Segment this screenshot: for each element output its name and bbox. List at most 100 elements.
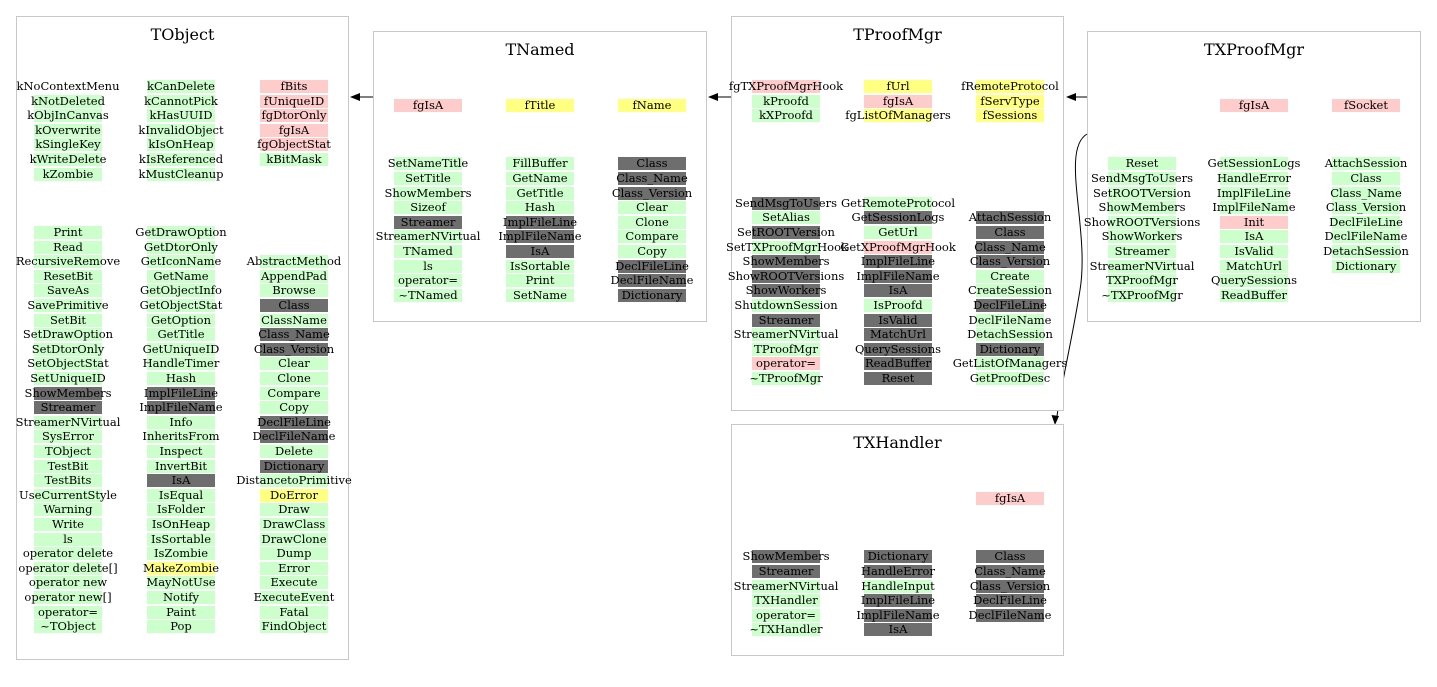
member-khasuuid: kHasUUID (149, 108, 213, 123)
member-highlight (147, 401, 215, 415)
member-maynotuse: MayNotUse (146, 575, 216, 590)
member-fgisa: fgIsA (278, 122, 310, 137)
member-handletimer: HandleTimer (142, 356, 220, 371)
member-highlight (147, 576, 215, 590)
member-handleerror: HandleError (1217, 171, 1291, 185)
member-highlight (864, 284, 932, 298)
member-highlight (147, 255, 215, 269)
member-isvalid: IsValid (1234, 244, 1274, 258)
member-highlight (34, 503, 102, 517)
member-highlight (147, 415, 215, 429)
member-highlight (1332, 186, 1400, 200)
member-highlight (147, 284, 215, 298)
member-implfileline: ImplFileLine (143, 385, 219, 400)
member-implfileline: ImplFileLine (1216, 185, 1292, 200)
member-highlight (34, 372, 102, 385)
member-highlight (147, 430, 215, 444)
member-highlight (752, 80, 820, 93)
member-dictionary: Dictionary (979, 341, 1041, 356)
member-dictionary: Dictionary (621, 287, 683, 302)
member-highlight (147, 561, 215, 575)
member-sendmsgtousers: SendMsgToUsers (735, 195, 837, 210)
member-handleinput: HandleInput (861, 578, 935, 593)
member-highlight (394, 259, 462, 273)
member-highlight (260, 342, 328, 356)
member-paint: Paint (166, 604, 196, 619)
member-highlight (260, 138, 328, 152)
member-highlight (147, 459, 215, 473)
member-declfileline: DeclFileLine (973, 298, 1047, 312)
member-highlight (618, 201, 686, 215)
member-highlight (1332, 157, 1400, 171)
member-dictionary: Dictionary (1335, 258, 1397, 273)
member-usecurrentstyle: UseCurrentStyle (19, 487, 117, 502)
member-hash: Hash (524, 200, 556, 215)
member-clear: Clear (278, 356, 310, 371)
member-implfilename: ImplFileName (856, 268, 940, 283)
member-highlight (752, 594, 820, 608)
member-highlight (34, 386, 102, 400)
member-kinvalidobject: kInvalidObject (138, 122, 224, 137)
member-implfilename: ImplFileName (1212, 200, 1296, 215)
member-highlight (147, 620, 215, 634)
member-highlight (864, 565, 932, 578)
member-highlight (864, 313, 932, 327)
member-streamernvirtual: StreamerNVirtual (733, 578, 839, 593)
member-highlight (618, 288, 686, 302)
member-dump: Dump (276, 546, 312, 561)
member-highlight (34, 445, 102, 458)
member-setrootversion: SetROOTVersion (737, 225, 835, 239)
member-fglistofmanagers: fgListOfManagers (845, 108, 951, 123)
member-gettitle: GetTitle (516, 185, 564, 200)
member-funiqueid: fUniqueID (263, 93, 325, 108)
member-highlight (618, 245, 686, 258)
member-highlight (34, 532, 102, 546)
member-showmembers: ShowMembers (1098, 200, 1186, 215)
member-highlight (34, 226, 102, 239)
member-highlight (506, 172, 574, 185)
member-highlight (260, 123, 328, 137)
member-settitle: SetTitle (405, 171, 451, 185)
member-fgisa: fgIsA (994, 491, 1026, 505)
member-matchurl: MatchUrl (870, 327, 926, 342)
member-highlight (864, 94, 932, 108)
member-implfileline: ImplFileLine (860, 593, 936, 608)
member-geturl: GetUrl (878, 225, 918, 239)
member-highlight (752, 328, 820, 342)
member-detachsession: DetachSession (1323, 244, 1409, 258)
member-fillbuffer: FillBuffer (512, 156, 568, 171)
member-declfileline: DeclFileLine (973, 593, 1047, 608)
member-knotdeleted: kNotDeleted (31, 93, 105, 108)
member-issortable: IsSortable (509, 258, 571, 273)
member-kproofd: kProofd (763, 93, 809, 108)
member-highlight (976, 313, 1044, 327)
member-highlight (752, 372, 820, 385)
member-getname: GetName (512, 171, 568, 185)
member-knocontextmenu: kNoContextMenu (16, 79, 120, 93)
member-highlight (147, 167, 215, 181)
member-highlight (260, 109, 328, 123)
member-highlight (260, 401, 328, 415)
member-highlight (1108, 245, 1176, 258)
member-highlight (34, 518, 102, 531)
member-highlight (147, 94, 215, 108)
member-class: Class (636, 156, 668, 171)
member-setobjectstat: SetObjectStat (27, 356, 109, 371)
member-koverwrite: kOverwrite (35, 122, 101, 137)
member-streamer: Streamer (758, 312, 814, 327)
member-highlight (1332, 245, 1400, 258)
member-readbuffer: ReadBuffer (1220, 287, 1287, 302)
member-highlight (34, 299, 102, 312)
member-fbits: fBits (280, 79, 308, 93)
member-highlight (394, 186, 462, 200)
member-highlight (1108, 172, 1176, 185)
member-create: Create (990, 268, 1030, 283)
member-highlight (147, 532, 215, 546)
member-highlight (864, 299, 932, 312)
member-highlight (260, 94, 328, 108)
member-highlight (618, 186, 686, 200)
member-highlight (260, 430, 328, 444)
member-tobject: TObject (45, 444, 91, 458)
member-highlight (260, 620, 328, 634)
member-highlight (976, 269, 1044, 283)
